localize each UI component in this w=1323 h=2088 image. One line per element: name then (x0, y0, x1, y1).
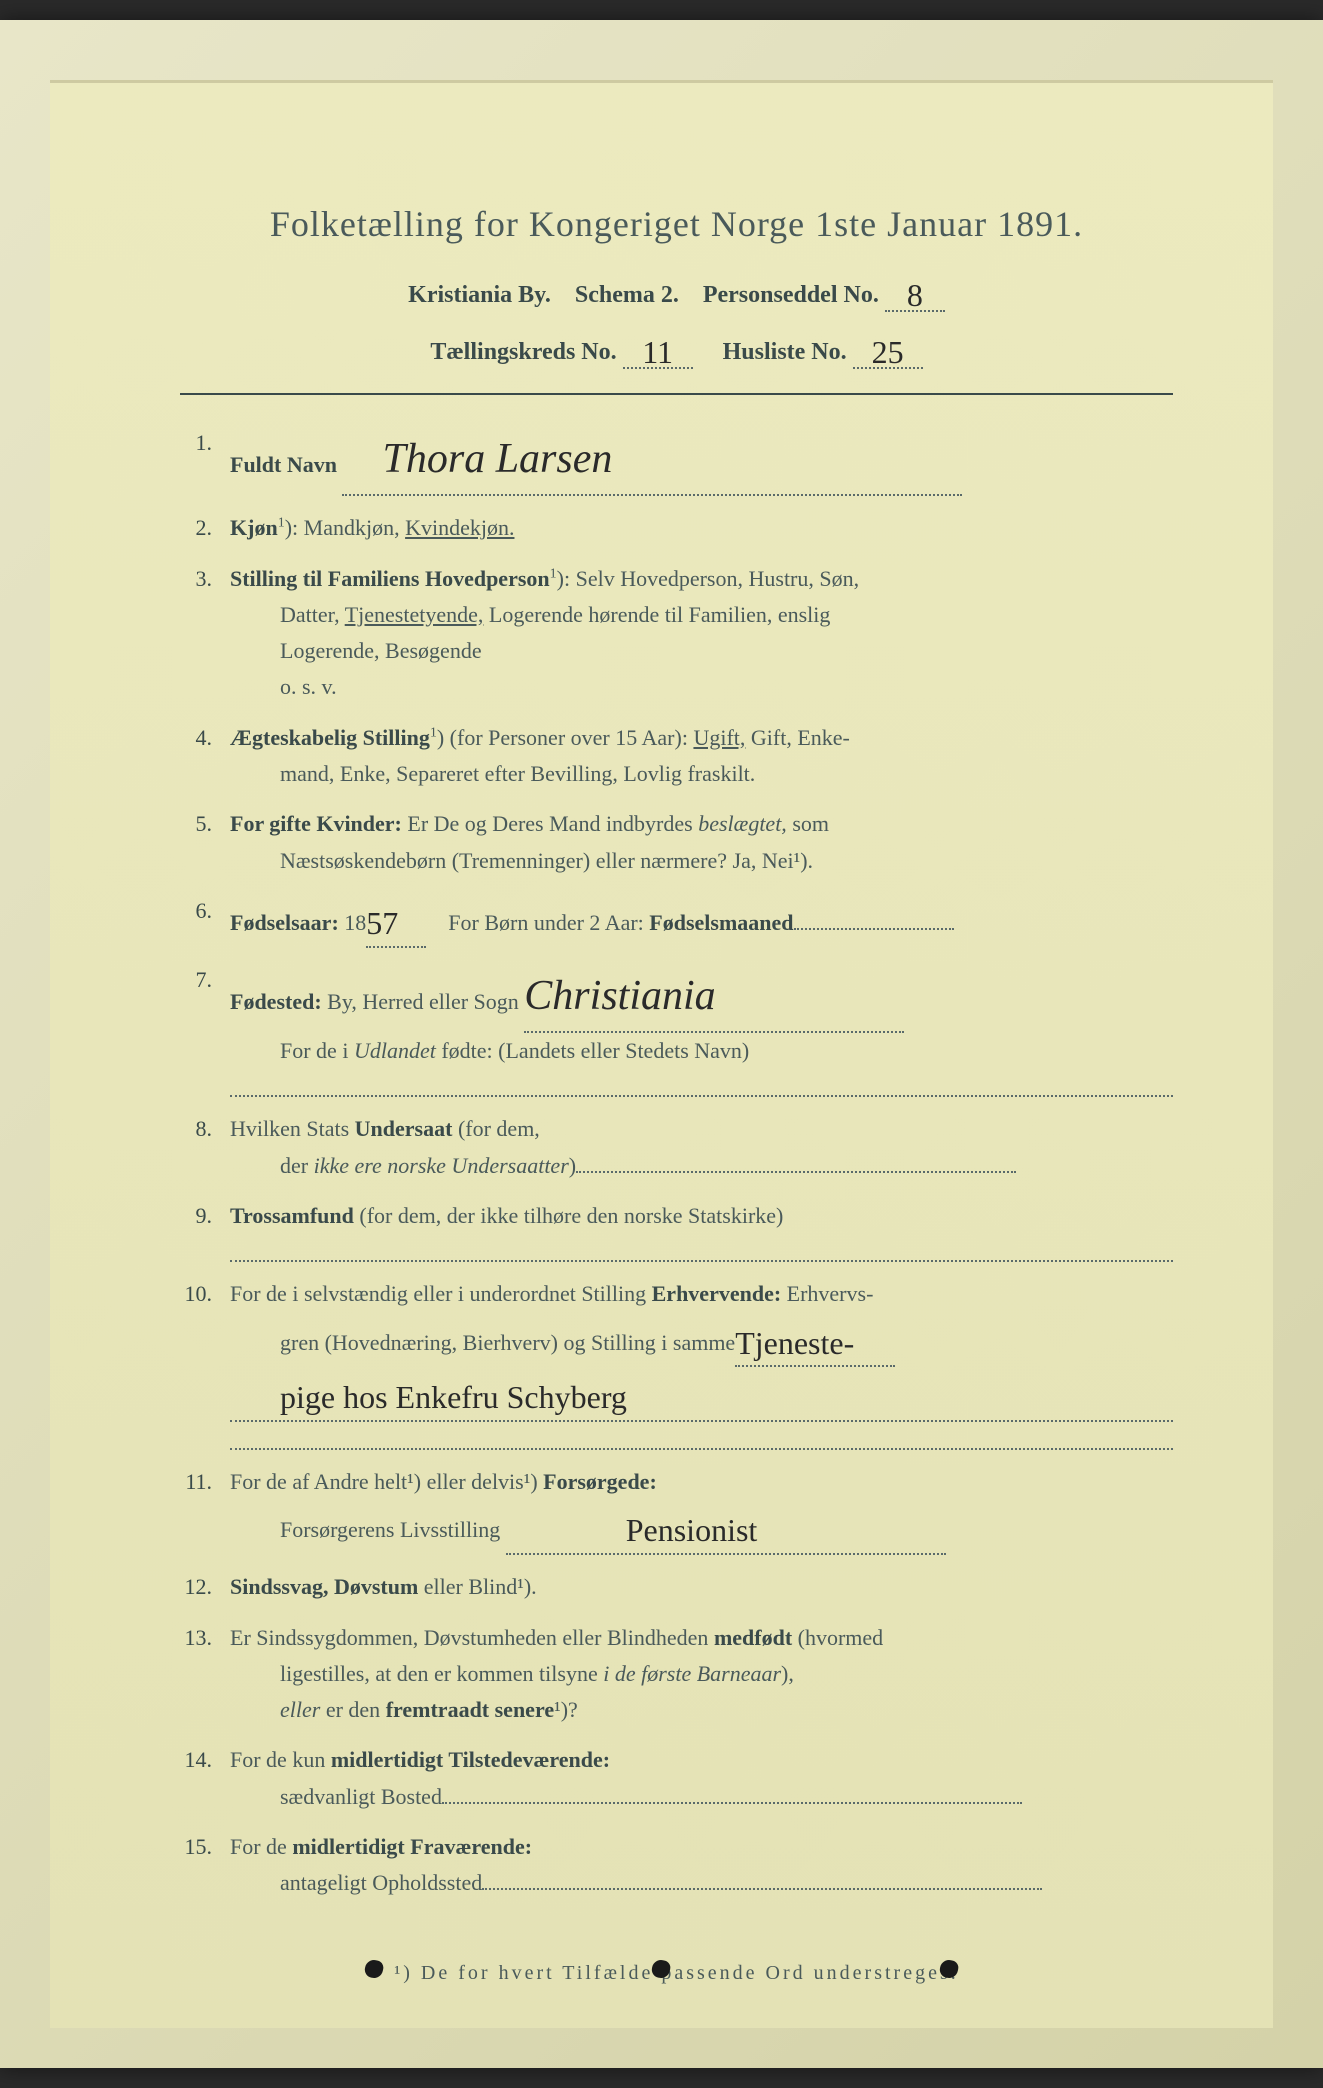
hole-icon (938, 1958, 959, 1979)
person-no: 8 (907, 277, 923, 314)
birthplace: Christiania (524, 973, 715, 1019)
occupation-1: Tjeneste- (735, 1317, 854, 1370)
field-14: 14. For de kun midlertidigt Tilstedevære… (180, 1742, 1173, 1815)
census-form: Folketælling for Kongeriget Norge 1ste J… (50, 80, 1273, 2028)
kreds-no: 11 (642, 334, 673, 371)
binding-holes (50, 1960, 1273, 1978)
scan-background: Folketælling for Kongeriget Norge 1ste J… (0, 20, 1323, 2068)
field-7: 7. Fødested: By, Herred eller Sogn Chris… (180, 962, 1173, 1098)
marital-selected: Ugift, (693, 725, 745, 750)
field-6: 6. Fødselsaar: 1857 For Børn under 2 Aar… (180, 893, 1173, 948)
provider-value: Pensionist (626, 1504, 758, 1557)
field-11: 11. For de af Andre helt¹) eller delvis¹… (180, 1464, 1173, 1555)
main-title: Folketælling for Kongeriget Norge 1ste J… (180, 203, 1173, 245)
occupation-2: pige hos Enkefru Schyberg (280, 1371, 627, 1424)
field-3: 3. Stilling til Familiens Hovedperson1):… (180, 561, 1173, 706)
full-name-value: Thora Larsen (382, 436, 612, 482)
hole-icon (651, 1958, 672, 1979)
field-1: 1. Fuldt Navn Thora Larsen (180, 425, 1173, 496)
sex-selected: Kvindekjøn. (405, 515, 514, 540)
field-15: 15. For de midlertidigt Fraværende: anta… (180, 1829, 1173, 1902)
person-label: Personseddel No. (703, 282, 879, 308)
hole-icon (363, 1958, 384, 1979)
kreds-label: Tællingskreds No. (430, 339, 616, 365)
field-10: 10. For de i selvstændig eller i underor… (180, 1276, 1173, 1450)
schema-label: Schema 2. (575, 282, 679, 308)
husliste-label: Husliste No. (723, 339, 847, 365)
subtitle-line-1: Kristiania By. Schema 2. Personseddel No… (180, 273, 1173, 312)
field-9: 9. Trossamfund (for dem, der ikke tilhør… (180, 1198, 1173, 1262)
divider (180, 393, 1173, 395)
field-2: 2. Kjøn1): Mandkjøn, Kvindekjøn. (180, 510, 1173, 546)
city-label: Kristiania By. (408, 282, 551, 308)
field-8: 8. Hvilken Stats Undersaat (for dem, der… (180, 1111, 1173, 1184)
field-5: 5. For gifte Kvinder: Er De og Deres Man… (180, 806, 1173, 879)
field-4: 4. Ægteskabelig Stilling1) (for Personer… (180, 720, 1173, 793)
position-selected: Tjenestetyende, (345, 602, 484, 627)
field-12: 12. Sindssvag, Døvstum eller Blind¹). (180, 1569, 1173, 1605)
subtitle-line-2: Tællingskreds No. 11 Husliste No. 25 (180, 330, 1173, 369)
husliste-no: 25 (872, 334, 904, 371)
field-13: 13. Er Sindssygdommen, Døvstumheden elle… (180, 1620, 1173, 1729)
birth-year: 57 (366, 897, 398, 950)
